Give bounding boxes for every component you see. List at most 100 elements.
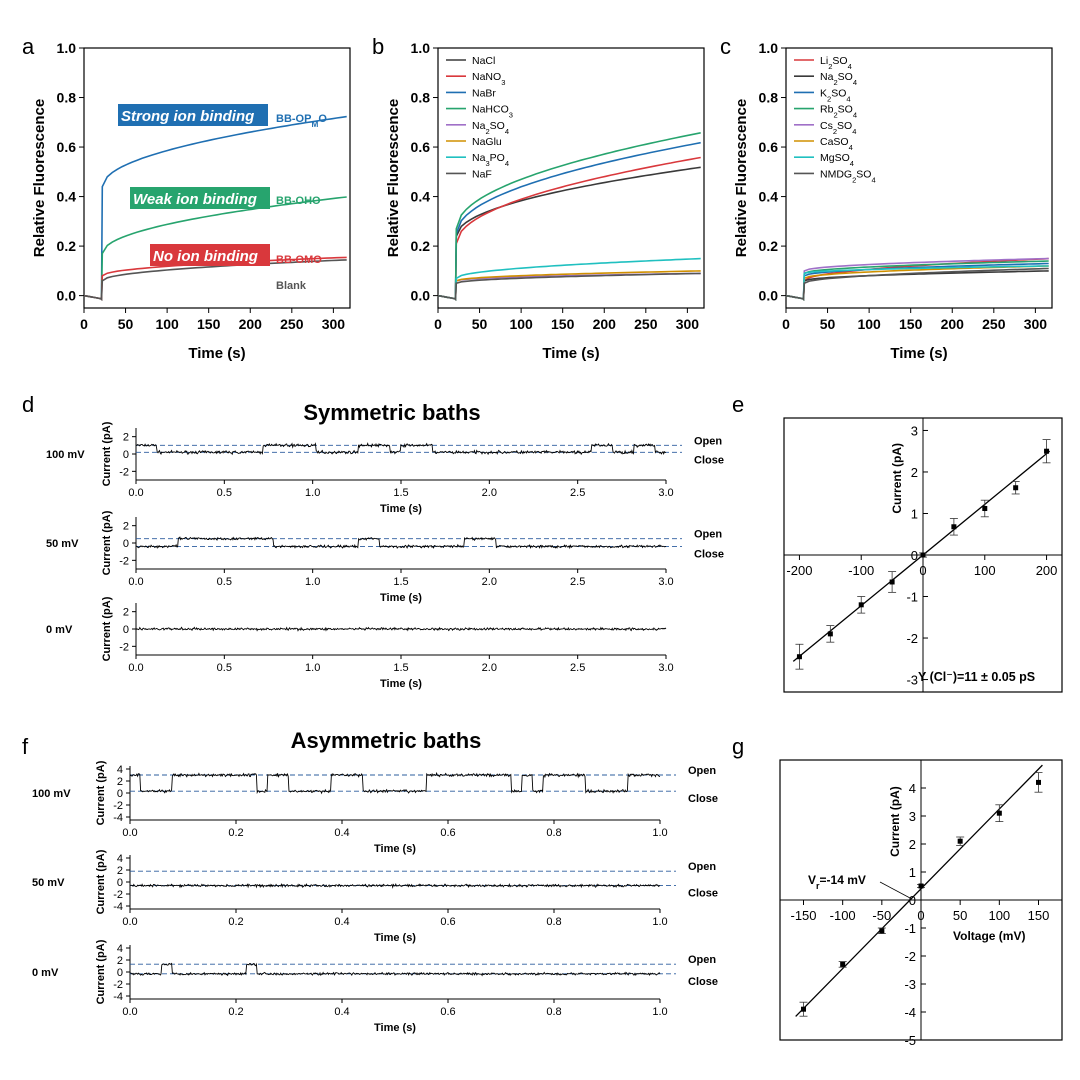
fit-line: [795, 764, 1043, 1017]
legend-label: NaGlu: [472, 136, 502, 148]
annotation-box: [130, 187, 270, 209]
y-tick-label: 1.0: [57, 40, 77, 56]
y-tick-label: 2: [117, 776, 123, 788]
x-axis-label: Time (s): [380, 678, 422, 690]
y-tick-label: -2: [119, 555, 129, 567]
legend-label-sub: 3: [485, 159, 489, 168]
x-tick-label: 300: [1024, 316, 1048, 332]
x-tick-label: 200: [593, 316, 617, 332]
series-line-Blank: [83, 259, 347, 301]
legend-label-main: Cs: [820, 120, 833, 132]
series-tag: Blank: [276, 280, 307, 292]
y-tick-label: -4: [904, 1005, 916, 1020]
x-axis-label: Time (s): [542, 345, 599, 362]
x-tick-label: 3.0: [658, 576, 673, 588]
x-axis-label: Time (s): [890, 345, 947, 362]
y-tick-label: 3: [911, 423, 918, 438]
legend-label-tail: PO: [490, 152, 505, 164]
series-line-BB-OPMO: [83, 115, 347, 301]
legend-label-sub: 2: [852, 175, 856, 184]
legend-label-sub: 2: [833, 126, 837, 135]
x-tick-label: 0.4: [334, 827, 349, 839]
x-tick-label: -50: [872, 908, 891, 923]
x-axis-label: Time (s): [380, 592, 422, 604]
x-axis-label: Time (s): [188, 345, 245, 362]
series-tag-main: BB-OMO: [276, 254, 322, 266]
close-label: Close: [694, 454, 724, 466]
y-tick-label: 0.6: [759, 139, 779, 155]
y-tick-label: 2: [123, 521, 129, 533]
y-tick-label: 0: [117, 967, 123, 979]
x-tick-label: 0.0: [128, 576, 143, 588]
legend-label-main: NMDG: [820, 168, 852, 180]
legend-label-sub: 2: [828, 62, 832, 71]
y-axis-label: Current (pA): [95, 939, 107, 1004]
legend-label-main: Na: [472, 120, 486, 132]
y-tick-label: -2: [113, 889, 123, 901]
y-tick-label: 0.8: [411, 90, 431, 106]
reversal-main: V: [808, 873, 816, 887]
legend-label-tail-sub: 4: [853, 110, 857, 119]
legend-label-main: MgSO: [820, 152, 850, 164]
legend-label: CaSO4: [820, 136, 853, 152]
x-tick-label: 100: [155, 316, 179, 332]
x-axis-label: Voltage (mV): [953, 929, 1025, 943]
series-line-Rb2SO4: [785, 260, 1049, 301]
panel-letter-g: g: [732, 734, 744, 759]
close-label: Close: [688, 888, 718, 900]
y-tick-label: 0.6: [411, 139, 431, 155]
y-tick-label: 0.2: [57, 238, 77, 254]
legend-label-tail-sub: 4: [852, 126, 856, 135]
series-tag-main: BB-OP: [276, 113, 311, 125]
y-tick-label: -2: [113, 800, 123, 812]
legend-label: MgSO4: [820, 152, 854, 168]
legend-label: NaHCO3: [472, 104, 513, 120]
series-line-NaBr: [437, 141, 701, 301]
legend-label-tail: SO: [490, 120, 505, 132]
x-tick-label: 3.0: [658, 662, 673, 674]
series-line-NaGlu: [437, 270, 701, 301]
x-tick-label: 0.5: [217, 487, 232, 499]
data-point: [1013, 485, 1019, 491]
x-tick-label: 1.0: [652, 1006, 667, 1018]
legend-label-tail-sub: 4: [848, 62, 852, 71]
x-tick-label: 50: [472, 316, 488, 332]
x-tick-label: 1.0: [652, 827, 667, 839]
x-tick-label: 250: [280, 316, 304, 332]
current-trace: [129, 962, 661, 977]
y-tick-label: -2: [113, 979, 123, 991]
legend-label-main: K: [820, 87, 827, 99]
series-line-NaHCO3: [437, 132, 701, 301]
y-tick-label: 2: [117, 955, 123, 967]
x-tick-label: 2.0: [482, 487, 497, 499]
x-tick-label: 0.8: [546, 1006, 561, 1018]
reversal-sub: r: [816, 881, 820, 891]
y-tick-label: 2: [123, 607, 129, 619]
series-line-Na3PO4: [437, 257, 701, 301]
x-tick-label: 0.0: [122, 827, 137, 839]
plot-frame: [437, 47, 705, 309]
x-tick-label: 2.5: [570, 487, 585, 499]
x-tick-label: 0.4: [334, 1006, 349, 1018]
y-axis-label: Current (pA): [890, 443, 904, 514]
annotation-label: Strong ion binding: [121, 108, 254, 125]
data-point: [827, 631, 833, 637]
series-tag: BB-OHO: [276, 195, 321, 207]
y-axis-label: Relative Fluorescence: [31, 99, 48, 257]
x-tick-label: 2.0: [482, 662, 497, 674]
x-tick-label: 0.0: [128, 662, 143, 674]
y-tick-label: 0: [911, 548, 918, 563]
y-tick-label: 0.0: [57, 288, 77, 304]
legend-label-main: NaHCO: [472, 104, 509, 116]
open-label: Open: [688, 765, 716, 777]
legend-label-tail-sub: 4: [846, 94, 850, 103]
panel-letter-c: c: [720, 34, 731, 59]
panel-title: Asymmetric baths: [291, 728, 482, 753]
x-axis-label: Time (s): [380, 503, 422, 515]
legend-label-tail: SO: [838, 104, 853, 116]
y-tick-label: 0.0: [759, 288, 779, 304]
close-label: Close: [688, 976, 718, 988]
panel-c: 0 50 100 150 200 250 300 0.0 0.2 0.4 0.6 0.8 1.0 Time…: [733, 40, 1053, 362]
x-tick-label: 200: [941, 316, 965, 332]
legend-label: NaNO3: [472, 71, 505, 87]
